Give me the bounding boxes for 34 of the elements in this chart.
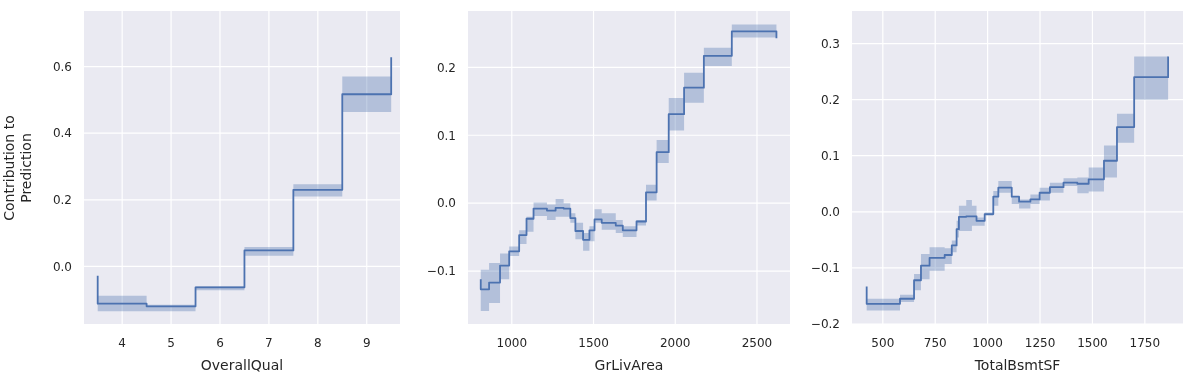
y-tick-label: 0.0 xyxy=(436,196,456,211)
x-tick-label: 1750 xyxy=(1129,335,1161,350)
x-tick-label: 6 xyxy=(216,335,224,350)
x-tick-label: 9 xyxy=(362,335,371,350)
y-axis-title: Contribution to Prediction xyxy=(0,115,34,221)
y-tick-label: 0.0 xyxy=(820,205,840,220)
x-tick-label: 5 xyxy=(167,335,175,350)
y-tick-label: 0.2 xyxy=(52,193,72,208)
y-tick-label: 0.1 xyxy=(436,128,456,143)
y-tick-label: 0.2 xyxy=(436,60,456,75)
x-tick-label: 750 xyxy=(923,335,947,350)
y-tick-label: −0.2 xyxy=(810,317,840,332)
x-tick-label: 1500 xyxy=(1077,335,1108,350)
x-tick-label: 1500 xyxy=(578,335,609,350)
y-tick-label: 0.4 xyxy=(52,126,72,141)
x-tick-label: 8 xyxy=(314,335,322,350)
x-tick-label: 7 xyxy=(265,335,273,350)
y-tick-label: 0.0 xyxy=(52,259,72,274)
x-tick-label: 1000 xyxy=(972,335,1003,350)
x-tick-label: 1000 xyxy=(496,335,528,350)
x-tick-label: 4 xyxy=(118,335,126,350)
x-tick-label: 2000 xyxy=(659,335,691,350)
y-tick-label: 0.1 xyxy=(820,148,840,163)
x-axis-title: OverallQual xyxy=(200,357,284,373)
x-axis-title: TotalBsmtSF xyxy=(973,357,1061,373)
x-tick-label: 2500 xyxy=(741,335,773,350)
y-tick-label: 0.2 xyxy=(820,92,840,107)
y-tick-label: −0.1 xyxy=(810,261,840,276)
x-axis-title: GrLivArea xyxy=(594,357,664,373)
y-tick-label: −0.1 xyxy=(426,264,456,279)
x-tick-label: 1250 xyxy=(1024,335,1056,350)
x-tick-label: 500 xyxy=(871,335,895,350)
y-tick-label: 0.6 xyxy=(52,59,72,74)
y-tick-label: 0.3 xyxy=(820,36,840,51)
